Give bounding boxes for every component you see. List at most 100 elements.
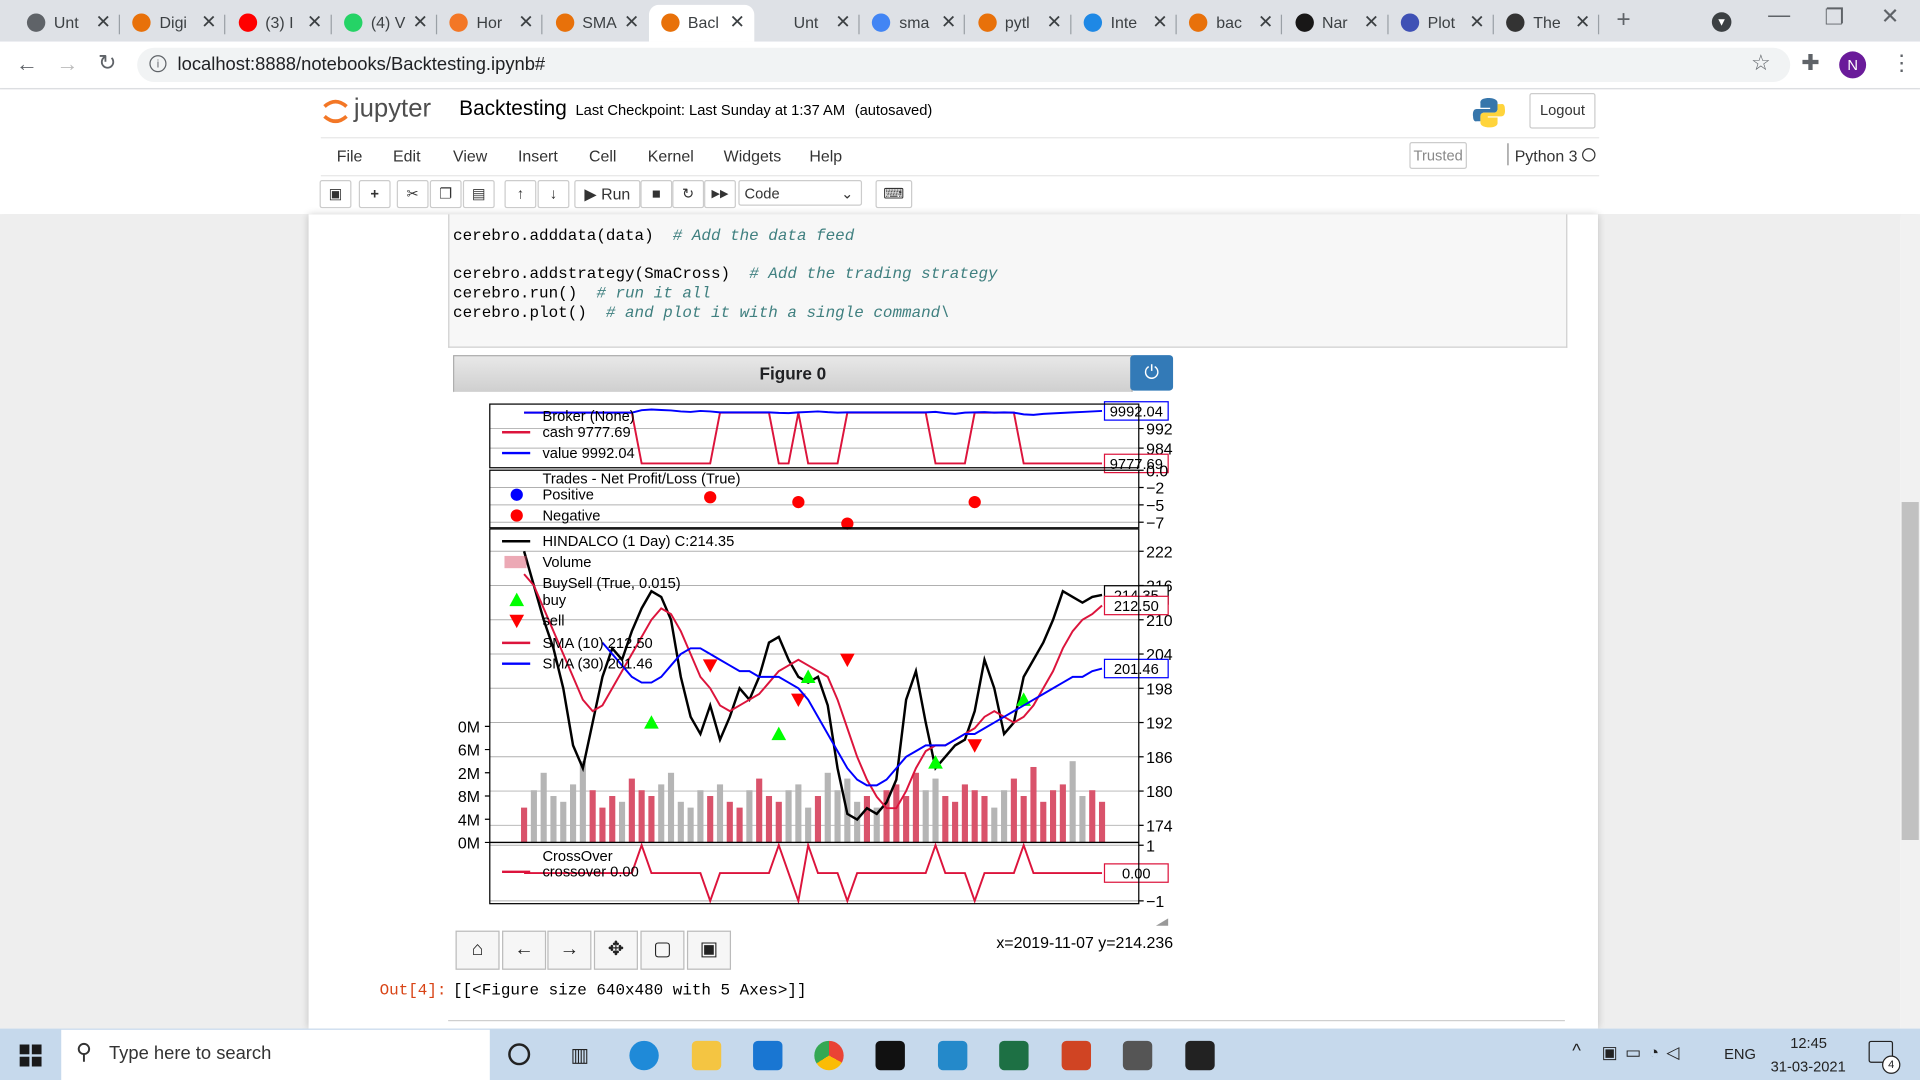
tab-close[interactable]: ✕ xyxy=(1046,12,1062,34)
insert-cell[interactable]: + xyxy=(358,180,391,209)
minimize[interactable]: — xyxy=(1768,2,1791,27)
interrupt[interactable]: ■ xyxy=(640,180,673,209)
powerpoint-icon[interactable] xyxy=(1061,1040,1092,1071)
reload[interactable]: ↻ xyxy=(97,50,117,75)
edge-icon[interactable] xyxy=(629,1040,659,1071)
restore[interactable]: ❐ xyxy=(1824,4,1845,30)
mail-icon[interactable] xyxy=(753,1040,783,1071)
tab[interactable]: Hor ✕ xyxy=(437,5,543,42)
menu-item[interactable]: Help xyxy=(809,146,843,166)
search-box[interactable] xyxy=(61,1029,490,1080)
forward[interactable]: → xyxy=(56,51,79,76)
tab-close[interactable]: ✕ xyxy=(412,12,428,34)
tab[interactable]: Digi ✕ xyxy=(120,5,226,42)
menu-item[interactable]: File xyxy=(336,146,363,166)
tab[interactable]: Nar ✕ xyxy=(1283,5,1389,42)
tab-close[interactable]: ✕ xyxy=(940,12,957,34)
bookmark[interactable]: ☆ xyxy=(1751,50,1771,75)
tab[interactable]: SMA ✕ xyxy=(543,5,648,42)
notebook-title[interactable]: Backtesting xyxy=(459,96,567,120)
excel-icon[interactable] xyxy=(999,1040,1029,1071)
tab[interactable]: bac ✕ xyxy=(1177,5,1283,42)
tab[interactable]: sma ✕ xyxy=(860,5,966,42)
tab-close[interactable]: ✕ xyxy=(729,12,745,34)
tab-close[interactable]: ✕ xyxy=(306,12,323,34)
restart-run-all[interactable]: ▶▶ xyxy=(704,180,736,209)
tab-close[interactable]: ✕ xyxy=(623,12,640,34)
logout-button[interactable]: Logout xyxy=(1529,93,1596,129)
forward-view[interactable]: → xyxy=(547,930,592,970)
clock-time[interactable]: 12:45 xyxy=(1790,1034,1827,1052)
start-button[interactable] xyxy=(19,1044,42,1067)
menu-item[interactable]: Insert xyxy=(517,146,558,166)
back-view[interactable]: ← xyxy=(502,930,547,970)
m-icon[interactable] xyxy=(1185,1040,1215,1071)
action-center[interactable] xyxy=(1868,1040,1894,1063)
tab-close[interactable]: ✕ xyxy=(835,12,851,34)
input-language[interactable]: ENG xyxy=(1724,1045,1756,1063)
tab[interactable]: pytl ✕ xyxy=(966,5,1072,42)
menu-kebab[interactable]: ⋮ xyxy=(1890,50,1913,75)
terminal-icon[interactable] xyxy=(875,1040,905,1071)
tab-close[interactable]: ✕ xyxy=(1257,12,1274,34)
zoom[interactable]: ▢ xyxy=(640,930,685,970)
url[interactable]: localhost:8888/notebooks/Backtesting.ipy… xyxy=(177,53,546,75)
tab-close[interactable]: ✕ xyxy=(1363,12,1379,34)
back[interactable]: ← xyxy=(15,51,38,76)
new-tab[interactable]: + xyxy=(1616,6,1631,34)
tab-close[interactable]: ✕ xyxy=(518,12,534,34)
search-placeholder[interactable]: Type here to search xyxy=(108,1043,272,1065)
menu-item[interactable]: Widgets xyxy=(723,146,782,166)
tab-close[interactable]: ✕ xyxy=(95,12,111,34)
site-info[interactable]: i xyxy=(149,55,167,73)
save-button[interactable]: ▣ xyxy=(319,180,352,209)
menu-item[interactable]: View xyxy=(453,146,488,166)
menu-item[interactable]: Cell xyxy=(588,146,617,166)
tab[interactable]: (4) V ✕ xyxy=(332,5,438,42)
move-up[interactable]: ↑ xyxy=(504,180,537,209)
tab[interactable]: Unt ✕ xyxy=(15,5,120,42)
tray-expand[interactable]: ^ xyxy=(1572,1040,1581,1062)
tab-close[interactable]: ✕ xyxy=(201,12,217,34)
home[interactable]: ⌂ xyxy=(455,930,500,970)
tray-icons[interactable]: ▣▭◔◁ xyxy=(1601,1042,1687,1062)
tab-close[interactable]: ✕ xyxy=(1469,12,1485,34)
vscode-icon[interactable] xyxy=(937,1040,968,1071)
tab[interactable]: (3) I ✕ xyxy=(226,5,332,42)
trusted-indicator[interactable]: Trusted xyxy=(1409,142,1467,169)
scrollbar-thumb[interactable] xyxy=(1901,502,1919,840)
menu-item[interactable]: Edit xyxy=(393,146,421,166)
command-palette[interactable]: ⌨ xyxy=(875,180,913,209)
tab[interactable]: The ✕ xyxy=(1494,5,1600,42)
omnibox[interactable] xyxy=(137,47,1791,83)
avatar[interactable]: N xyxy=(1839,51,1867,79)
tab-close[interactable]: ✕ xyxy=(1574,12,1591,34)
chrome-icon[interactable] xyxy=(814,1040,844,1071)
cell-type-select[interactable]: Code ⌄ xyxy=(738,180,863,206)
code-input[interactable] xyxy=(448,214,1568,348)
tab-search[interactable]: ▼ xyxy=(1711,12,1732,32)
cortana[interactable] xyxy=(508,1043,531,1066)
menu-item[interactable]: Kernel xyxy=(647,146,694,166)
download[interactable]: ▣ xyxy=(686,930,732,970)
extensions[interactable]: ✚ xyxy=(1801,50,1820,75)
explorer-icon[interactable] xyxy=(691,1040,722,1071)
paste[interactable]: ▤ xyxy=(462,180,495,209)
restart[interactable]: ↻ xyxy=(672,180,705,209)
copy[interactable]: ❐ xyxy=(429,180,462,209)
tab[interactable]: Unt ✕ xyxy=(754,5,860,42)
app-icon[interactable] xyxy=(1122,1040,1153,1071)
resize-handle[interactable] xyxy=(1155,918,1169,926)
close-window[interactable]: ✕ xyxy=(1880,3,1900,29)
jupyter-logo[interactable]: jupyter xyxy=(353,94,432,123)
task-view[interactable]: ▥ xyxy=(570,1045,590,1067)
cut[interactable]: ✂ xyxy=(396,180,429,209)
move-down[interactable]: ↓ xyxy=(537,180,570,209)
tab[interactable]: Plot ✕ xyxy=(1388,5,1494,42)
tab[interactable]: Inte ✕ xyxy=(1071,5,1177,42)
pan[interactable]: ✥ xyxy=(593,930,638,970)
close-figure[interactable]: ⏻ xyxy=(1130,355,1174,391)
tab[interactable]: Bacl ✕ xyxy=(648,4,755,42)
clock-date[interactable]: 31-03-2021 xyxy=(1770,1057,1846,1076)
run-button[interactable]: ▶ Run xyxy=(574,180,641,209)
